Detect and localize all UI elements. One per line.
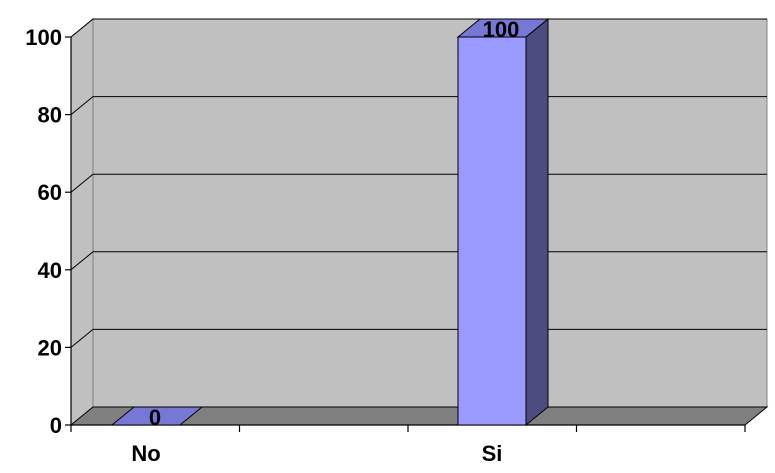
x-tick-label: No: [131, 441, 160, 466]
data-label: 100: [483, 17, 520, 42]
y-tick-label: 20: [38, 335, 62, 360]
side-wall: [70, 17, 94, 427]
chart-walls: [69, 17, 769, 427]
back-wall: [92, 18, 768, 408]
x-tick-label: Si: [482, 441, 503, 466]
axes: [65, 36, 746, 432]
y-tick-label: 0: [50, 413, 62, 438]
y-tick-label: 40: [38, 258, 62, 283]
bar-si: [456, 17, 550, 427]
y-tick-label: 80: [38, 103, 62, 128]
bar-no: [110, 406, 204, 426]
bars: [110, 17, 550, 427]
y-axis-tick-labels: 0 20 40 60 80 100: [25, 25, 62, 438]
bar-front: [457, 36, 527, 426]
data-label: 0: [149, 405, 161, 430]
data-labels: 0 100: [149, 17, 519, 430]
bar-top: [110, 406, 204, 426]
y-tick-label: 100: [25, 25, 62, 50]
y-tick-label: 60: [38, 180, 62, 205]
bar-side: [525, 17, 549, 427]
bar-top: [456, 18, 550, 38]
x-axis-tick-labels: No Si: [131, 441, 502, 466]
